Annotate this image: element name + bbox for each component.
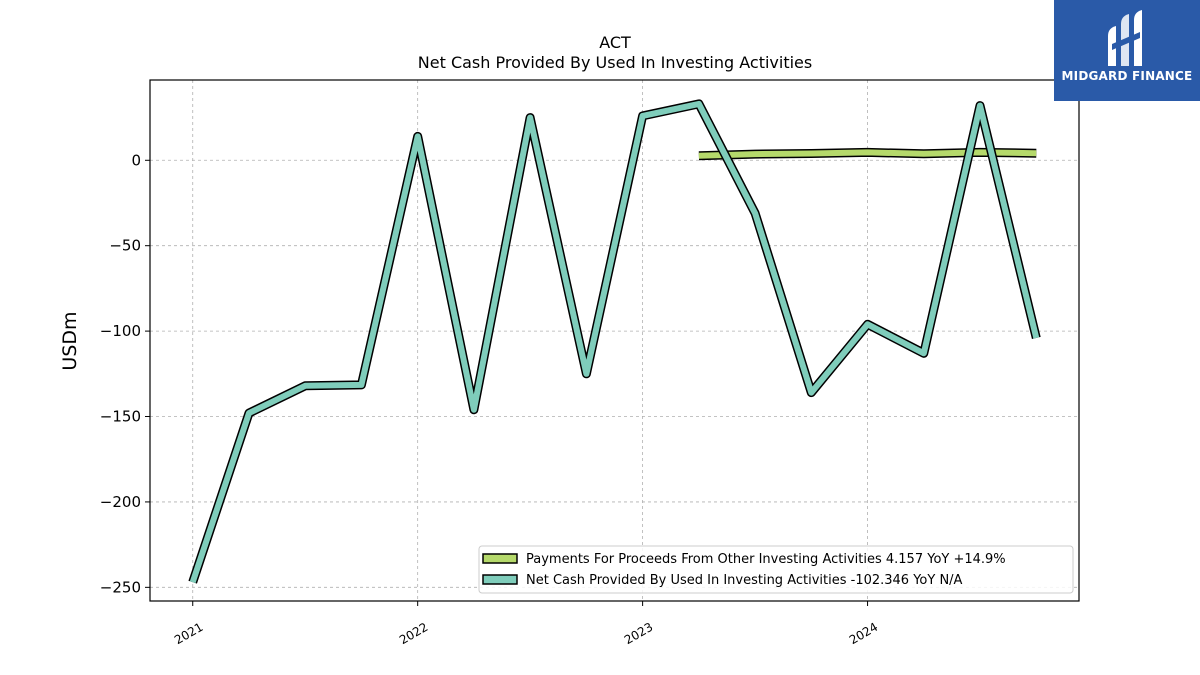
midgard-logo-icon	[1108, 10, 1142, 66]
series-line-2	[188, 99, 1041, 584]
x-tick-label: 2021	[172, 620, 205, 647]
plot-frame	[149, 79, 1080, 602]
series-stroke	[698, 149, 1037, 159]
y-tick-label: 0	[131, 151, 141, 169]
y-tick-label: −150	[100, 408, 141, 426]
chart-subtitle: Net Cash Provided By Used In Investing A…	[418, 53, 812, 72]
x-axis: 2021 2022 2023 2024	[172, 601, 880, 647]
series-line-1	[698, 147, 1037, 161]
y-axis: 0 −50 −100 −150 −200 −250	[100, 151, 150, 596]
y-tick-label: −250	[100, 578, 141, 596]
legend-swatch	[482, 574, 518, 585]
series-layer	[188, 99, 1041, 584]
y-axis-label: USDm	[59, 311, 81, 370]
y-tick-label: −50	[109, 237, 141, 255]
brand-logo: MIDGARD FINANCE	[1054, 0, 1200, 101]
chart-title: ACT	[599, 33, 631, 52]
series-stroke	[189, 100, 1040, 584]
legend: Payments For Proceeds From Other Investi…	[478, 545, 1074, 594]
legend-swatch	[482, 553, 518, 564]
legend-entry: Net Cash Provided By Used In Investing A…	[526, 573, 963, 588]
x-tick-label: 2023	[622, 620, 655, 647]
legend-entry: Payments For Proceeds From Other Investi…	[526, 552, 1006, 567]
y-tick-label: −200	[100, 493, 141, 511]
x-tick-label: 2022	[397, 620, 430, 647]
grid	[150, 80, 1079, 601]
x-tick-label: 2024	[847, 620, 880, 647]
y-tick-label: −100	[100, 322, 141, 340]
legend-box	[478, 545, 1074, 594]
brand-name: MIDGARD FINANCE	[1061, 69, 1193, 83]
